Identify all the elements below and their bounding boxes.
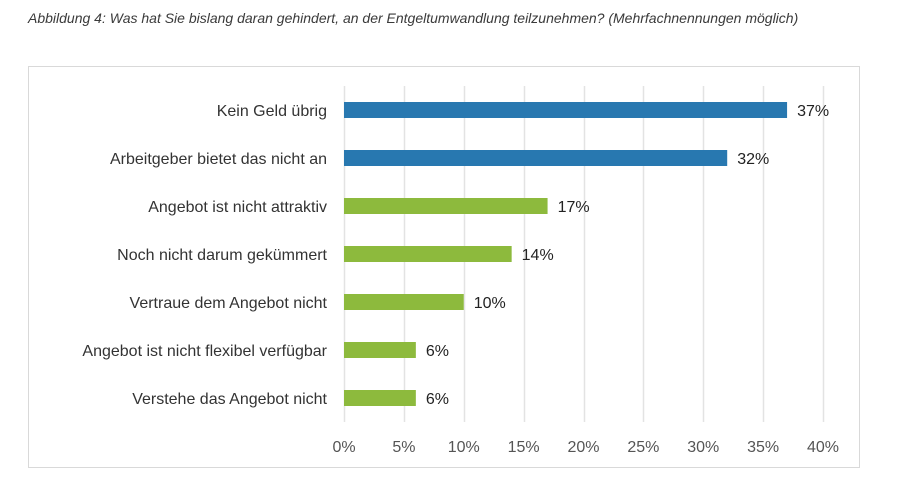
bars [344, 102, 788, 406]
x-tick-label: 5% [392, 439, 415, 456]
category-label: Angebot ist nicht attraktiv [148, 199, 327, 216]
bar [344, 246, 512, 262]
category-label: Kein Geld übrig [217, 103, 327, 120]
value-label: 37% [797, 103, 829, 120]
bar [344, 198, 548, 214]
x-tick-label: 10% [448, 439, 480, 456]
value-label: 6% [426, 343, 449, 360]
value-label: 10% [474, 295, 506, 312]
x-tick-label: 30% [687, 439, 719, 456]
x-tick-label: 20% [567, 439, 599, 456]
x-tick-label: 0% [332, 439, 355, 456]
x-tick-label: 25% [627, 439, 659, 456]
category-label: Angebot ist nicht flexibel verfügbar [82, 343, 327, 360]
x-tick-label: 15% [508, 439, 540, 456]
value-label: 32% [737, 151, 769, 168]
category-label: Arbeitgeber bietet das nicht an [110, 151, 327, 168]
category-label: Verstehe das Angebot nicht [132, 391, 327, 408]
value-label: 17% [558, 199, 590, 216]
category-label: Vertraue dem Angebot nicht [130, 295, 328, 312]
category-labels: Kein Geld übrig Arbeitgeber bietet das ni… [82, 103, 327, 408]
value-labels: 37% 32% 17% 14% 10% 6% 6% [426, 103, 829, 408]
bar [344, 342, 416, 358]
value-label: 6% [426, 391, 449, 408]
x-axis-tick-labels: 0% 5% 10% 15% 20% 25% 30% 35% 40% [332, 439, 839, 456]
bar [344, 102, 788, 118]
x-tick-label: 35% [747, 439, 779, 456]
bar [344, 390, 416, 406]
value-label: 14% [522, 247, 554, 264]
x-tick-label: 40% [807, 439, 839, 456]
chart-frame [28, 66, 860, 468]
category-label: Noch nicht darum gekümmert [117, 247, 327, 264]
figure-caption: Abbildung 4: Was hat Sie bislang daran g… [28, 10, 799, 26]
bar [344, 150, 728, 166]
bar [344, 294, 464, 310]
